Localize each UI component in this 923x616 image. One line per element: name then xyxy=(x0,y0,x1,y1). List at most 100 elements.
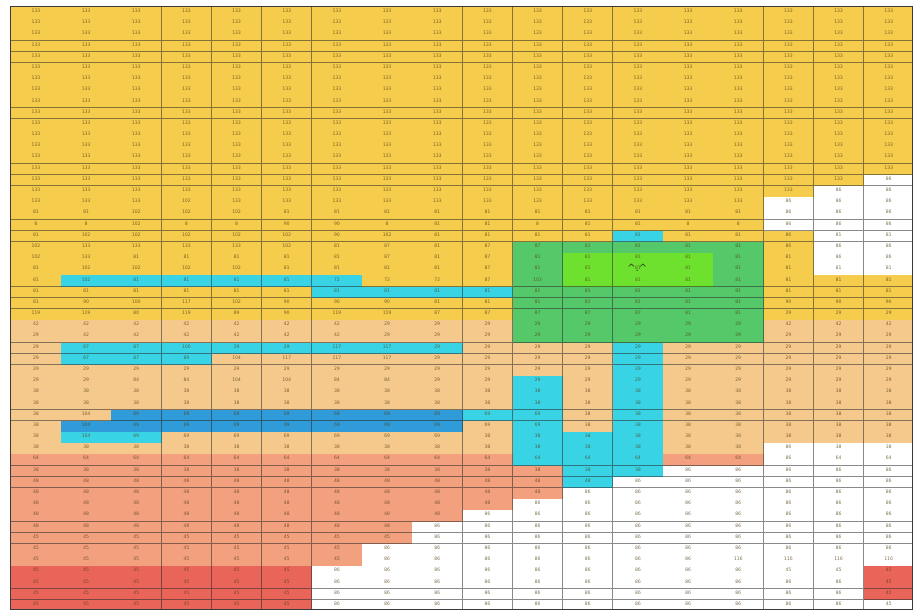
grid-cell: 133 xyxy=(763,18,815,30)
grid-cell: 38 xyxy=(713,409,764,422)
grid-cell: 100 xyxy=(161,342,213,355)
grid-cell: 133 xyxy=(562,40,614,53)
grid-cell: 81 xyxy=(111,253,162,265)
grid-cell: 133 xyxy=(412,96,463,109)
grid-cell: 48 xyxy=(312,487,363,500)
grid-cell: 133 xyxy=(512,40,564,53)
grid-cell: 38 xyxy=(813,432,865,444)
grid-cell: 81 xyxy=(663,275,714,288)
grid-cell: 116 xyxy=(763,555,815,567)
grid-cell: 133 xyxy=(863,29,912,42)
grid-cell: 81 xyxy=(813,230,865,243)
grid-cell: 48 xyxy=(161,499,213,511)
grid-cell: 45 xyxy=(111,543,162,556)
grid-cell: 81 xyxy=(111,286,162,299)
grid-cell: 42 xyxy=(863,320,912,332)
grid-cell: 45 xyxy=(161,566,213,578)
grid-cell: 133 xyxy=(663,174,714,187)
grid-cell: 133 xyxy=(863,40,912,53)
grid-cell: 86 xyxy=(462,521,514,534)
grid-cell: 133 xyxy=(261,107,313,120)
grid-cell: 45 xyxy=(312,543,363,556)
grid-cell: 29 xyxy=(462,331,514,344)
grid-cell: 133 xyxy=(11,74,62,86)
grid-cell: 45 xyxy=(312,532,363,545)
grid-cell: 86 xyxy=(663,543,714,556)
grid-cell: 81 xyxy=(663,241,714,254)
grid-cell: 133 xyxy=(412,107,463,120)
grid-cell: 81 xyxy=(713,208,764,220)
grid-cell: 133 xyxy=(61,185,112,198)
grid-cell: 133 xyxy=(211,7,263,19)
grid-cell: 133 xyxy=(562,74,614,86)
grid-cell: 133 xyxy=(863,18,912,30)
grid-cell: 29 xyxy=(562,376,614,388)
grid-cell: 87 xyxy=(462,264,514,276)
grid-cell: 81 xyxy=(663,253,714,265)
grid-cell: 133 xyxy=(362,29,413,42)
grid-cell: 64 xyxy=(11,454,62,467)
grid-cell: 86 xyxy=(863,543,912,556)
grid-cell: 38 xyxy=(613,398,664,411)
grid-cell: 45 xyxy=(111,588,162,601)
grid-cell: 102 xyxy=(261,230,313,243)
grid-cell: 29 xyxy=(512,376,564,388)
grid-cell: 86 xyxy=(813,208,865,220)
grid-cell: 133 xyxy=(211,174,263,187)
grid-cell: 86 xyxy=(813,253,865,265)
grid-cell: 38 xyxy=(713,387,764,399)
grid-cell: 102 xyxy=(362,230,413,243)
grid-cell: 29 xyxy=(512,364,564,377)
grid-cell: 133 xyxy=(11,163,62,176)
grid-cell: 81 xyxy=(412,264,463,276)
grid-cell: 64 xyxy=(663,454,714,467)
grid-cell: 29 xyxy=(613,320,664,332)
grid-cell: 133 xyxy=(61,253,112,265)
grid-cell: 119 xyxy=(161,309,213,321)
grid-cell: 133 xyxy=(562,51,614,64)
grid-cell: 29 xyxy=(713,353,764,366)
grid-cell: 133 xyxy=(613,141,664,153)
grid-cell: 102 xyxy=(161,208,213,220)
grid-cell: 133 xyxy=(261,185,313,198)
grid-cell: 86 xyxy=(813,543,865,556)
grid-cell: 133 xyxy=(211,185,263,198)
grid-cell: 48 xyxy=(161,476,213,489)
grid-cell: 86 xyxy=(713,465,764,478)
grid-cell: 116 xyxy=(813,555,865,567)
grid-cell: 81 xyxy=(161,253,213,265)
grid-cell: 133 xyxy=(211,18,263,30)
grid-cell: 48 xyxy=(261,499,313,511)
grid-cell: 133 xyxy=(613,29,664,42)
grid-cell: 133 xyxy=(61,141,112,153)
grid-cell: 86 xyxy=(713,510,764,522)
grid-cell: 133 xyxy=(813,40,865,53)
grid-cell: 133 xyxy=(713,163,764,176)
grid-cell: 133 xyxy=(61,40,112,53)
grid-cell: 38 xyxy=(763,409,815,422)
grid-cell: 45 xyxy=(11,577,62,590)
grid-cell: 133 xyxy=(763,7,815,19)
grid-cell: 133 xyxy=(763,107,815,120)
grid-cell: 133 xyxy=(713,118,764,131)
grid-cell: 133 xyxy=(813,85,865,97)
grid-cell: 45 xyxy=(763,566,815,578)
grid-cell: 38 xyxy=(562,420,614,433)
grid-cell: 38 xyxy=(111,387,162,399)
grid-cell: 48 xyxy=(161,487,213,500)
grid-cell: 38 xyxy=(562,387,614,399)
grid-cell: 45 xyxy=(61,599,112,609)
grid-cell: 45 xyxy=(211,532,263,545)
grid-cell: 133 xyxy=(713,174,764,187)
grid-cell: 69 xyxy=(412,409,463,422)
grid-cell: 133 xyxy=(713,152,764,165)
grid-cell: 86 xyxy=(512,599,564,609)
grid-cell: 81 xyxy=(462,286,514,299)
grid-cell: 48 xyxy=(362,476,413,489)
grid-cell: 86 xyxy=(713,588,764,601)
grid-cell: 81 xyxy=(362,264,413,276)
grid-cell: 86 xyxy=(462,543,514,556)
grid-cell: 133 xyxy=(312,152,363,165)
grid-cell: 42 xyxy=(312,320,363,332)
grid-cell: 81 xyxy=(261,275,313,288)
